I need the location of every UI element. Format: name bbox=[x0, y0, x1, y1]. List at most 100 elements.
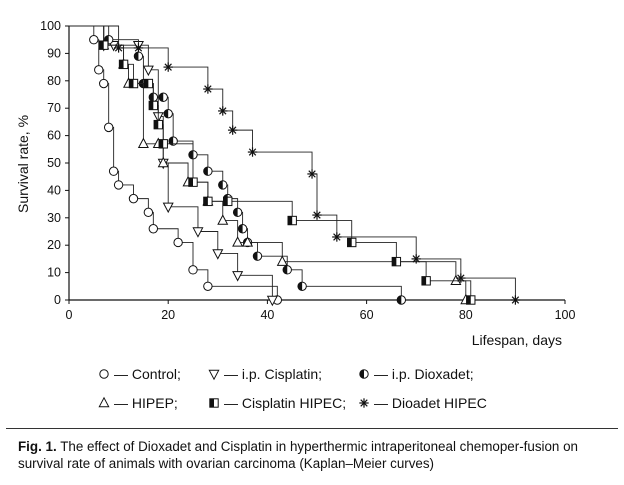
legend-marker bbox=[99, 369, 109, 379]
data-point bbox=[94, 65, 104, 75]
legend-marker bbox=[209, 398, 219, 408]
data-point bbox=[466, 295, 476, 305]
data-point bbox=[192, 227, 204, 238]
y-tick-label: 30 bbox=[47, 211, 61, 225]
data-point bbox=[396, 295, 407, 305]
data-point bbox=[128, 78, 139, 89]
data-point bbox=[510, 295, 521, 305]
data-point bbox=[203, 84, 213, 94]
legend-marker bbox=[359, 369, 369, 379]
y-axis-label: Survival rate, % bbox=[15, 115, 31, 213]
data-point bbox=[103, 122, 114, 133]
legend-item: — Cisplatin HIPEC; bbox=[209, 395, 346, 411]
data-point bbox=[297, 281, 307, 291]
data-point bbox=[421, 276, 431, 286]
data-point bbox=[282, 265, 292, 275]
legend-marker bbox=[359, 398, 369, 408]
data-point bbox=[128, 193, 139, 204]
series-asterisk bbox=[69, 25, 521, 305]
data-point bbox=[212, 249, 224, 260]
x-tick-label: 60 bbox=[360, 308, 374, 322]
data-point bbox=[188, 177, 198, 187]
legend-item: — Dioadet HIPEC bbox=[359, 395, 487, 411]
data-point bbox=[307, 169, 317, 179]
data-point bbox=[287, 215, 297, 226]
y-tick-label: 70 bbox=[47, 101, 61, 115]
tick-labels: 0 10 20 30 40 50 60 70 80 90 100 0 20 40 60 80 100 bbox=[40, 19, 575, 322]
data-point bbox=[411, 254, 421, 264]
legend-label: — Control; bbox=[114, 366, 181, 382]
data-point bbox=[113, 180, 124, 190]
survival-step-line bbox=[69, 25, 472, 300]
data-point bbox=[217, 214, 229, 225]
x-axis-label: Lifespan, days bbox=[472, 332, 562, 348]
y-tick-label: 20 bbox=[47, 238, 61, 252]
data-point bbox=[232, 271, 244, 282]
data-point bbox=[158, 139, 168, 149]
data-point bbox=[203, 166, 213, 176]
data-point bbox=[168, 136, 178, 146]
data-point bbox=[347, 237, 357, 248]
x-tick-label: 20 bbox=[161, 308, 175, 322]
data-point bbox=[266, 295, 278, 307]
data-point bbox=[148, 224, 159, 234]
data-point bbox=[227, 125, 238, 135]
caption-label: Fig. 1. bbox=[18, 439, 57, 454]
data-point bbox=[218, 106, 228, 116]
legend-label: — HIPEP; bbox=[114, 395, 178, 411]
data-point bbox=[276, 255, 288, 266]
legend-label: — i.p. Dioxadet; bbox=[374, 366, 474, 382]
figure-caption: Fig. 1. The effect of Dioxadet and Cispl… bbox=[18, 438, 618, 472]
x-tick-label: 80 bbox=[459, 308, 473, 322]
caption-text: The effect of Dioxadet and Cisplatin in … bbox=[18, 439, 578, 471]
data-point bbox=[188, 265, 198, 275]
data-point bbox=[158, 92, 168, 102]
data-point bbox=[247, 147, 258, 157]
series-square-half bbox=[69, 25, 476, 305]
survival-step-line bbox=[69, 25, 467, 300]
data-point bbox=[456, 273, 466, 283]
y-tick-label: 10 bbox=[47, 266, 61, 280]
data-point bbox=[162, 202, 174, 214]
legend-item: — Control; bbox=[99, 366, 181, 382]
series-layer bbox=[69, 25, 521, 307]
data-point bbox=[332, 232, 342, 242]
data-point bbox=[237, 224, 248, 234]
data-point bbox=[133, 43, 144, 53]
legend-label: — Dioadet HIPEC bbox=[374, 395, 487, 411]
data-point bbox=[232, 207, 243, 218]
data-point bbox=[312, 210, 322, 220]
y-tick-label: 50 bbox=[47, 156, 61, 170]
x-tick-label: 0 bbox=[66, 308, 73, 322]
data-point bbox=[203, 196, 213, 207]
data-point bbox=[223, 196, 233, 207]
data-point bbox=[148, 100, 159, 111]
y-tick-label: 40 bbox=[47, 183, 61, 197]
data-point bbox=[157, 156, 169, 168]
data-point bbox=[143, 207, 154, 218]
x-tick-label: 100 bbox=[555, 308, 576, 322]
data-point bbox=[118, 59, 129, 70]
data-point bbox=[173, 237, 183, 248]
data-point bbox=[99, 78, 109, 89]
legend-item: — i.p. Dioxadet; bbox=[359, 366, 474, 382]
series-circle bbox=[69, 25, 283, 305]
data-point bbox=[242, 236, 254, 247]
data-point bbox=[137, 137, 149, 149]
legend-label: — Cisplatin HIPEC; bbox=[224, 395, 346, 411]
data-point bbox=[143, 78, 154, 89]
data-point bbox=[89, 35, 99, 45]
y-tick-label: 80 bbox=[47, 74, 61, 88]
data-point bbox=[218, 180, 228, 190]
data-point bbox=[203, 281, 213, 291]
y-tick-label: 0 bbox=[54, 293, 61, 307]
y-tick-label: 100 bbox=[40, 19, 61, 33]
data-point bbox=[153, 119, 163, 130]
data-point bbox=[163, 62, 173, 72]
y-tick-label: 90 bbox=[47, 46, 61, 60]
data-point bbox=[163, 108, 173, 119]
legend: — Control; — i.p. Cisplatin; — i.p. Dioxad… bbox=[98, 366, 487, 411]
x-tick-label: 40 bbox=[260, 308, 274, 322]
legend-item: — HIPEP; bbox=[98, 395, 178, 411]
data-point bbox=[113, 43, 124, 53]
